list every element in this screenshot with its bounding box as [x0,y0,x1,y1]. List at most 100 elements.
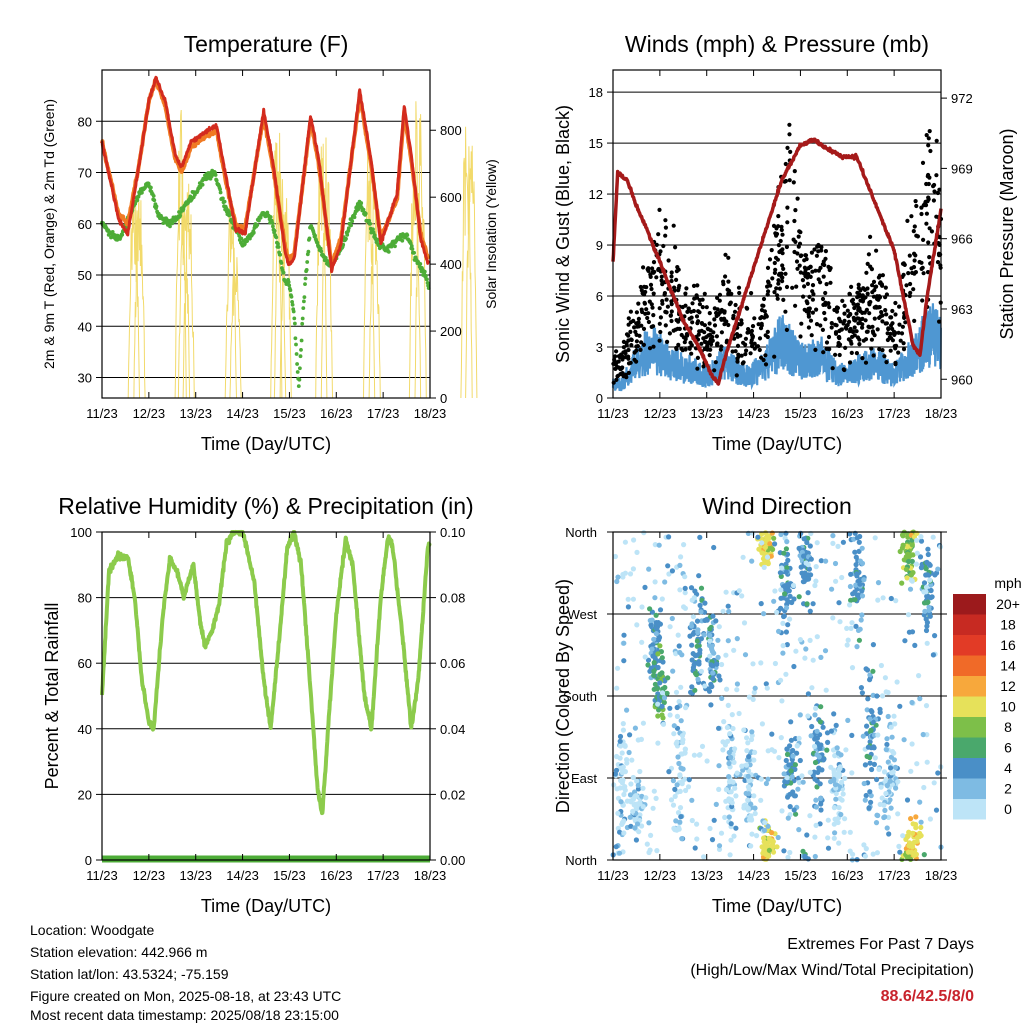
gust-point [780,251,785,256]
gust-point [759,323,764,328]
gust-point [739,353,744,358]
gust-point [769,248,774,253]
direction-point [910,570,916,576]
recent-data-text: Most recent data timestamp: 2025/08/18 2… [30,1007,339,1023]
gust-point [707,311,712,316]
direction-point [689,684,695,690]
dewpoint-point [290,300,294,304]
direction-point [754,833,760,839]
direction-point [791,663,797,670]
gust-point [784,327,790,332]
direction-point [794,743,800,749]
gust-point [692,296,697,301]
legend-label: 20+ [996,596,1020,612]
direction-point [638,736,645,743]
direction-point [923,584,930,590]
direction-point [640,720,647,726]
gust-point [852,325,857,330]
x-tick-label: 16/23 [320,406,353,421]
gust-point [849,284,854,289]
direction-point [677,805,684,811]
gust-point [737,290,742,296]
plot-frame [101,69,431,399]
gust-point [766,289,771,294]
direction-point [918,819,924,825]
x-tick-label: 15/23 [273,868,306,883]
gust-point [795,196,800,201]
direction-point [675,810,682,816]
direction-point [895,779,901,785]
direction-point [761,839,767,845]
direction-point [793,811,799,817]
gust-point [909,214,914,219]
x-tick-label: 16/23 [831,868,864,883]
chart-title: Relative Humidity (%) & Precipitation (i… [58,493,473,519]
dewpoint-point [135,198,140,203]
gust-point [855,302,861,307]
gust-point [715,307,720,312]
direction-point [783,757,789,764]
direction-point [857,558,864,564]
dewpoint-point [218,187,223,192]
direction-point [885,713,891,720]
direction-point [906,558,912,565]
direction-point [639,823,645,829]
gust-point [634,348,639,353]
y2-tick-label: 972 [951,91,973,106]
dewpoint-point [110,230,115,234]
gust-point [864,270,869,275]
direction-point [924,640,930,646]
direction-point [725,603,731,609]
gust-point [833,322,838,327]
direction-point [654,686,661,692]
direction-point [786,762,792,768]
dewpoint-point [300,316,305,321]
y2-tick-label: 600 [440,190,462,205]
direction-point [832,560,839,567]
gust-point [852,305,857,311]
gust-point [639,340,644,345]
dewpoint-point [293,321,297,326]
direction-point [882,814,888,820]
direction-point [789,774,795,780]
direction-point [828,779,834,785]
direction-point [805,590,811,596]
direction-point [935,566,941,572]
gust-point [684,286,689,291]
chart-title: Wind Direction [702,493,852,519]
direction-point [688,585,695,591]
direction-point [726,749,732,756]
plot-area-temperature [100,75,478,399]
legend-label: 14 [1000,658,1016,674]
gust-point [860,316,865,321]
gust-point [616,359,621,364]
dewpoint-point [221,196,225,201]
gust-point [802,258,807,263]
direction-point [674,782,680,788]
direction-point [789,599,795,606]
direction-point [918,565,925,571]
gust-point [757,347,762,353]
direction-point [875,597,881,603]
gust-point [915,234,921,239]
direction-point [697,752,703,758]
gust-point [763,353,768,358]
gust-point [925,174,930,179]
direction-point [637,768,643,775]
gust-point [924,211,930,216]
direction-point [634,778,640,784]
direction-point [689,642,695,648]
direction-point [634,549,640,556]
direction-point [923,703,930,709]
direction-point [771,748,778,754]
direction-point [640,785,646,791]
y2-tick-label: 963 [951,302,973,317]
gust-point [810,269,815,274]
gust-point [651,260,657,265]
gust-point [801,294,806,299]
direction-point [797,712,803,718]
direction-point [891,713,897,719]
direction-point [707,632,713,639]
direction-point [840,539,847,545]
legend-unit: mph [994,575,1021,591]
